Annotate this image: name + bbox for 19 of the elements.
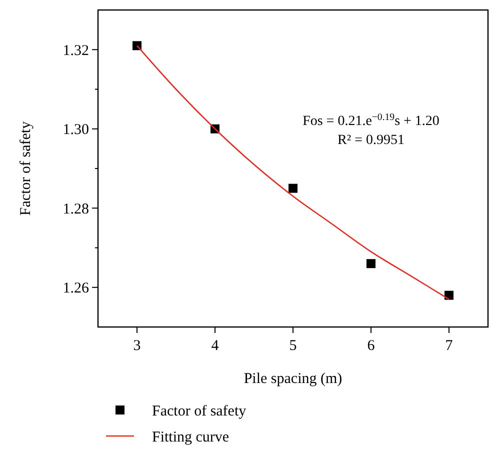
legend-label: Fitting curve [152,429,230,446]
x-axis-title: Pile spacing (m) [244,371,342,387]
annotation: R² = 0.9951 [338,132,404,148]
x-tick-label: 5 [289,338,297,354]
x-tick-label: 7 [445,338,454,354]
point [366,259,376,268]
annotation: Fos = 0.21.e$^{−0.19}$s + 1.20 [302,111,440,129]
y-tick-label: 1.26 [62,280,90,297]
legend-label: Factor of safety [152,403,247,420]
point [288,184,298,193]
point [132,41,142,50]
x-tick-label: 3 [133,338,141,354]
y-axis-title: Factor of safety [18,120,34,216]
y-tick-label: 1.28 [62,201,89,218]
x-tick-label: 6 [367,338,376,354]
y-tick-label: 1.32 [62,42,89,59]
y-tick-label: 1.30 [62,122,89,138]
point [444,290,454,300]
x-tick-label: 4 [211,338,220,354]
